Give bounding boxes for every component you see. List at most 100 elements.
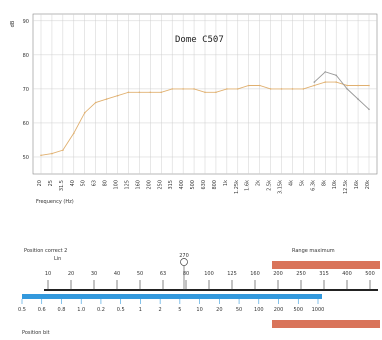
series-point xyxy=(62,149,64,151)
x-tick-label: 2.5k xyxy=(267,180,273,191)
x-tick-label: 500 xyxy=(190,180,196,190)
top-scale-label: 80 xyxy=(183,271,189,277)
marker-label: 270 xyxy=(179,253,189,259)
series-point xyxy=(335,74,338,77)
x-tick-label: 10k xyxy=(332,180,338,189)
series-point xyxy=(171,88,173,90)
x-tick-label: 80 xyxy=(103,180,109,186)
x-tick-label: 125 xyxy=(124,180,130,190)
bottom-scale-label: 1.0 xyxy=(77,307,85,313)
bottom-scale-label: 100 xyxy=(254,307,264,313)
series-point xyxy=(204,91,206,94)
x-tick-label: 20 xyxy=(37,180,43,186)
x-tick-label: 40 xyxy=(70,180,76,186)
bottom-scale-label: 20 xyxy=(216,307,222,313)
series-point xyxy=(291,88,294,90)
x-tick-label: 5k xyxy=(299,180,305,186)
x-tick-label: 2k xyxy=(256,180,262,186)
series-point xyxy=(368,84,370,87)
series-point xyxy=(346,88,348,90)
x-tick-label: 12.5k xyxy=(343,180,349,194)
series-point xyxy=(105,98,108,100)
x-tick-labels: 20 25 31.5 40 50 63 80 100 125 160 200 250 315 400 500… xyxy=(37,180,371,194)
top-scale-label: 160 xyxy=(250,271,260,277)
top-scale-label: 315 xyxy=(319,271,329,277)
x-tick-label: 6.3k xyxy=(310,180,316,191)
bottom-scale-label: 200 xyxy=(274,307,284,313)
series-point xyxy=(94,101,97,104)
series-point xyxy=(160,91,163,94)
grid-lines xyxy=(33,14,377,174)
right-scale-label: Range maximum xyxy=(292,248,335,254)
series-point xyxy=(40,154,42,157)
left-scale-label: Position correct 2 xyxy=(24,248,67,254)
series-point xyxy=(313,84,316,87)
blue-bar xyxy=(22,294,322,299)
x-tick-label: 16k xyxy=(354,180,360,189)
x-tick-label: 63 xyxy=(92,180,98,186)
x-tick-label: 3.15k xyxy=(278,180,284,194)
top-scale-label: 10 xyxy=(45,271,51,277)
y-tick-label: 60 xyxy=(23,121,29,127)
bottom-scale-label: 0.2 xyxy=(97,307,105,313)
series-point xyxy=(182,88,184,90)
series-point xyxy=(269,88,272,90)
top-scale-label: 30 xyxy=(91,271,97,277)
series-point xyxy=(258,84,261,87)
series-point xyxy=(51,152,53,155)
bottom-scale-label: 5 xyxy=(178,307,181,313)
bottom-scale-label: 0.6 xyxy=(38,307,46,313)
scale-panel: Position correct 2 Lin Range maximum 270… xyxy=(18,248,380,336)
x-tick-label: 25 xyxy=(48,180,54,186)
top-scale-label: 40 xyxy=(114,271,120,277)
bottom-scale-label: 2 xyxy=(159,307,162,313)
series-point xyxy=(226,88,228,90)
chart-title: Dome C507 xyxy=(175,35,224,45)
bottom-scale-label: 1 xyxy=(139,307,142,313)
top-scale-label: 20 xyxy=(68,271,74,277)
series-line xyxy=(314,71,370,110)
series-point xyxy=(149,91,152,94)
x-tick-label: 1k xyxy=(223,180,229,186)
series-point xyxy=(357,98,359,100)
top-scale-label: 125 xyxy=(227,271,237,277)
x-tick-label: 1.6k xyxy=(245,180,251,191)
x-axis-label: Frequency (Hz) xyxy=(36,199,74,205)
series-point xyxy=(116,94,119,97)
series-point xyxy=(247,84,250,87)
bottom-scale-labels: 0.5 0.6 0.8 1.0 0.2 0.5 1 2 5 10 20 50 100 200 500 1000 xyxy=(18,307,324,313)
series-point xyxy=(280,88,283,90)
red-bar-top xyxy=(272,261,380,269)
left-scale-sublabel: Lin xyxy=(54,256,61,262)
x-tick-label: 4k xyxy=(288,180,294,186)
series-point xyxy=(302,88,305,90)
y-tick-labels: 90 80 70 60 50 xyxy=(23,19,29,161)
bottom-scale-label: 50 xyxy=(236,307,242,313)
red-bar-bottom xyxy=(272,320,380,328)
y-tick-label: 70 xyxy=(23,87,29,93)
y-tick-label: 50 xyxy=(23,155,29,161)
series-point xyxy=(193,88,195,90)
bottom-scale-label: 0.5 xyxy=(18,307,26,313)
series-point xyxy=(335,81,338,83)
marker-circle xyxy=(180,258,188,266)
top-scale-labels: 10 20 30 40 50 63 80 100 125 160 200 250 315 400 500 xyxy=(45,271,375,277)
x-tick-label: 31.5 xyxy=(59,180,65,191)
top-scale-label: 400 xyxy=(342,271,352,277)
top-scale-label: 100 xyxy=(204,271,214,277)
x-tick-label: 20k xyxy=(365,180,371,189)
x-tick-label: 160 xyxy=(135,180,141,190)
top-scale-label: 63 xyxy=(160,271,166,277)
series-point xyxy=(73,132,75,134)
bottom-scale-ticks xyxy=(21,299,319,304)
bottom-scale-label: 500 xyxy=(293,307,303,313)
bottom-scale-label: 0.8 xyxy=(57,307,65,313)
series-point xyxy=(346,84,348,87)
bottom-left-label: Position bit xyxy=(22,330,50,336)
data-series xyxy=(40,71,370,157)
bottom-scale-label: 1000 xyxy=(312,307,325,313)
x-tick-label: 315 xyxy=(168,180,174,190)
series-point xyxy=(324,71,327,73)
